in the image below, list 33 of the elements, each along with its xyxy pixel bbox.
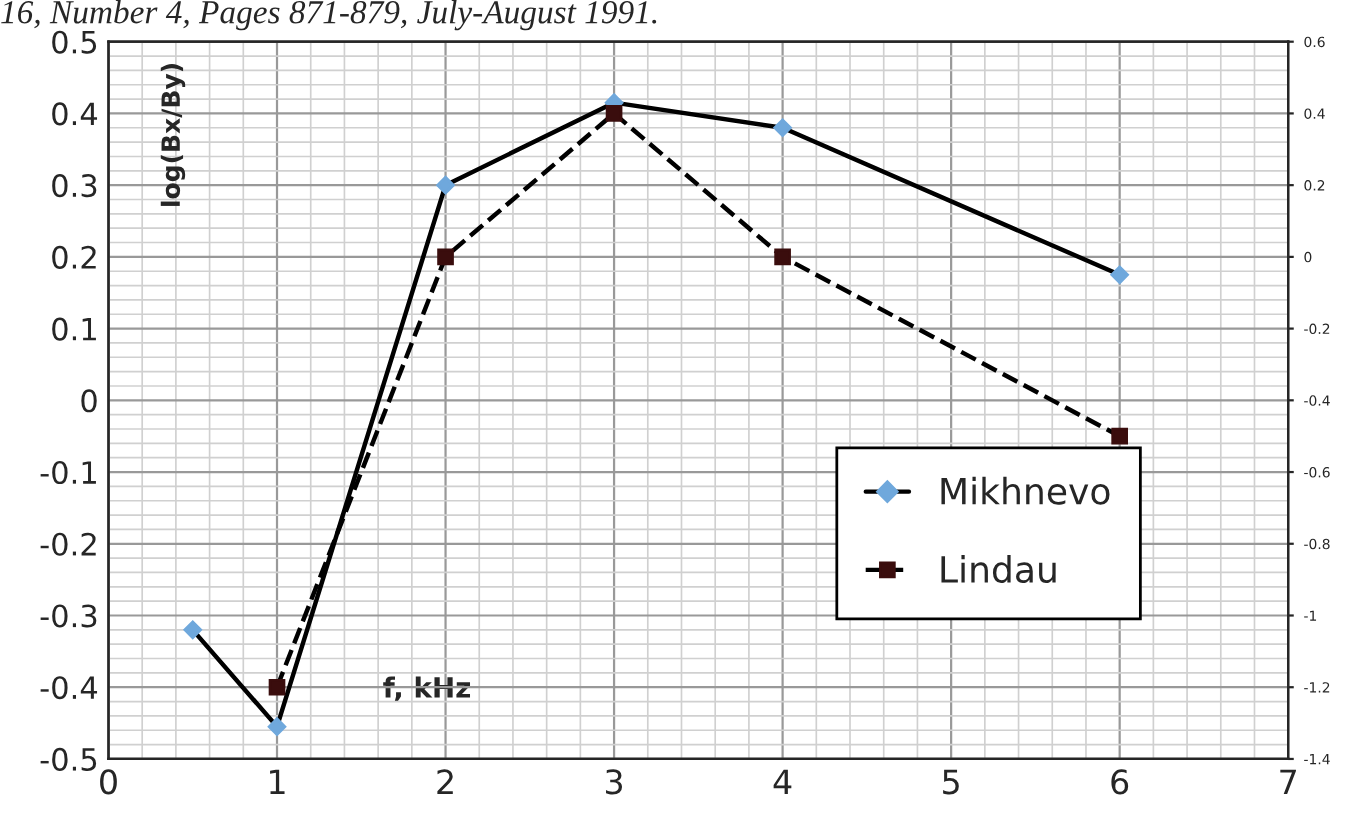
y-tick-label: 0.3 bbox=[52, 174, 97, 198]
point bbox=[183, 620, 202, 640]
y-tick-label: -0.5 bbox=[40, 747, 97, 771]
point bbox=[773, 118, 792, 138]
point bbox=[267, 717, 287, 736]
x-tick-label: 0 bbox=[100, 769, 117, 795]
x-tick-label: 3 bbox=[606, 769, 623, 795]
y-tick-label: 0.4 bbox=[52, 102, 98, 126]
x-tick-label: 4 bbox=[773, 769, 792, 794]
y-tick-label: -0.4 bbox=[40, 676, 98, 700]
legend-label: Mikhnevo bbox=[941, 476, 1110, 505]
legend-label: Lindau bbox=[941, 555, 1056, 584]
x-tick-label: 6 bbox=[1111, 769, 1129, 795]
y-tick-label: 0.2 bbox=[52, 245, 96, 269]
point bbox=[268, 678, 286, 696]
point bbox=[605, 105, 623, 122]
point bbox=[1110, 265, 1129, 285]
x-tick-label: 5 bbox=[943, 769, 959, 795]
x-tick-label: 1 bbox=[270, 769, 285, 794]
text: 16, Number 4, Pages 871-879, July-August 1991. bbox=[1, 0, 657, 31]
y-axis-title: log(Bx/By) bbox=[160, 64, 186, 206]
y-tick-label: -0.3 bbox=[40, 604, 97, 628]
y-tick-label: -0.1 bbox=[40, 460, 96, 485]
point bbox=[437, 248, 454, 266]
x-tick-label: 7 bbox=[1280, 769, 1296, 794]
x-tick-label: 2 bbox=[437, 769, 453, 794]
y-tick-label: 0.1 bbox=[52, 317, 96, 341]
y-tick-label: -0.2 bbox=[40, 532, 96, 556]
y-tick-label: 0 bbox=[81, 389, 97, 413]
point bbox=[774, 248, 791, 266]
point bbox=[1111, 427, 1128, 445]
y-tick-label: 0.5 bbox=[52, 30, 97, 54]
point bbox=[436, 175, 455, 195]
